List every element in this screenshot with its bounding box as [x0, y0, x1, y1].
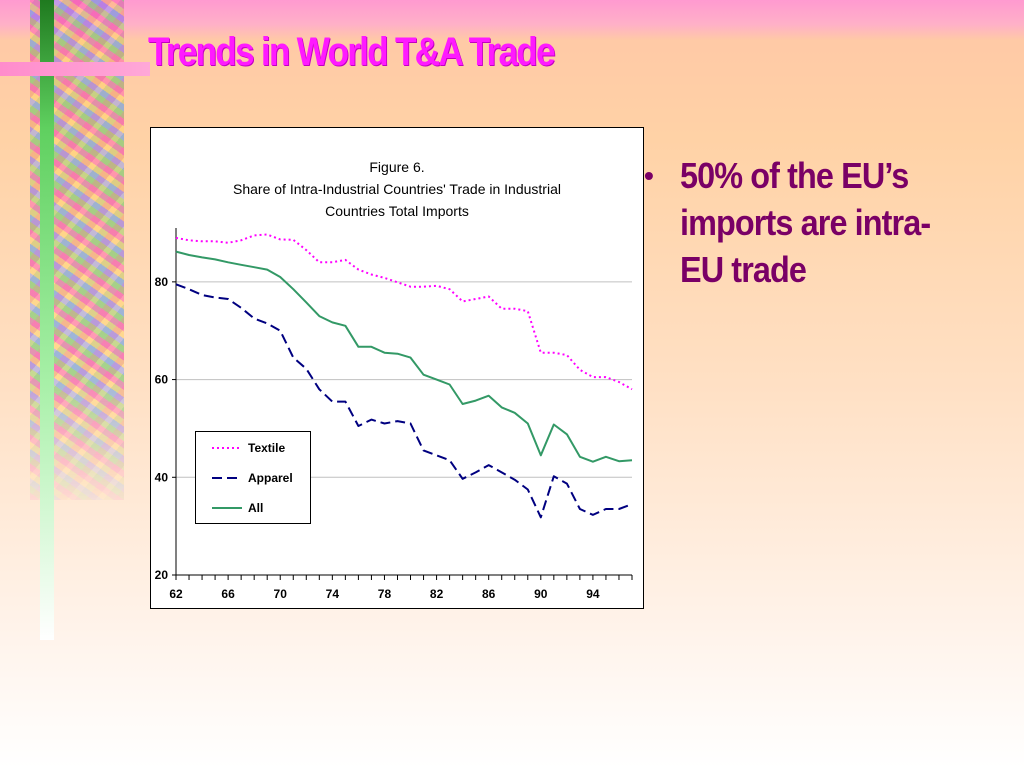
- slide-title: Trends in World T&A Trade: [148, 30, 556, 74]
- axes: [172, 228, 633, 580]
- x-tick-label: 78: [378, 587, 392, 601]
- series-line-all: [175, 250, 633, 463]
- horizontal-pink-bar: [0, 62, 150, 76]
- line-chart: Figure 6. Share of Intra-Industrial Coun…: [155, 159, 633, 601]
- x-tick-label: 66: [221, 587, 235, 601]
- y-tick-label: 80: [155, 275, 169, 289]
- legend-label-apparel: Apparel: [248, 471, 293, 485]
- y-tick-label: 20: [155, 568, 169, 582]
- y-tick-label: 60: [155, 373, 169, 387]
- x-tick-label: 70: [274, 587, 288, 601]
- series-line-apparel: [175, 283, 633, 519]
- bullet-list: • 50% of the EU’s imports are intra-EU t…: [640, 152, 1010, 293]
- chart-legend: Textile Apparel All: [195, 431, 311, 524]
- x-tick-label: 86: [482, 587, 496, 601]
- chart-title-line-1: Figure 6.: [369, 159, 424, 175]
- y-tick-label: 40: [155, 470, 169, 484]
- chart-frame: Figure 6. Share of Intra-Industrial Coun…: [150, 127, 644, 609]
- legend-label-textile: Textile: [248, 441, 285, 455]
- tick-labels: 20 40 60 80 62 66 70 74 78 82 86 90 94: [155, 275, 600, 601]
- x-tick-label: 74: [326, 587, 340, 601]
- x-tick-label: 82: [430, 587, 444, 601]
- bullet-dot-icon: •: [644, 160, 654, 191]
- legend-label-all: All: [248, 501, 263, 515]
- x-tick-label: 94: [586, 587, 600, 601]
- chart-title-line-2: Share of Intra-Industrial Countries' Tra…: [233, 181, 561, 197]
- bullet-text: 50% of the EU’s imports are intra-EU tra…: [680, 155, 931, 290]
- bullet-item: • 50% of the EU’s imports are intra-EU t…: [640, 152, 1010, 293]
- vertical-green-bar: [40, 0, 54, 640]
- series-lines: [175, 233, 633, 519]
- x-tick-label: 62: [169, 587, 183, 601]
- top-color-band: [0, 0, 1024, 40]
- x-tick-label: 90: [534, 587, 548, 601]
- legend-svg: Textile Apparel All: [212, 441, 293, 515]
- series-line-textile: [175, 233, 633, 391]
- chart-title-line-3: Countries Total Imports: [325, 203, 469, 219]
